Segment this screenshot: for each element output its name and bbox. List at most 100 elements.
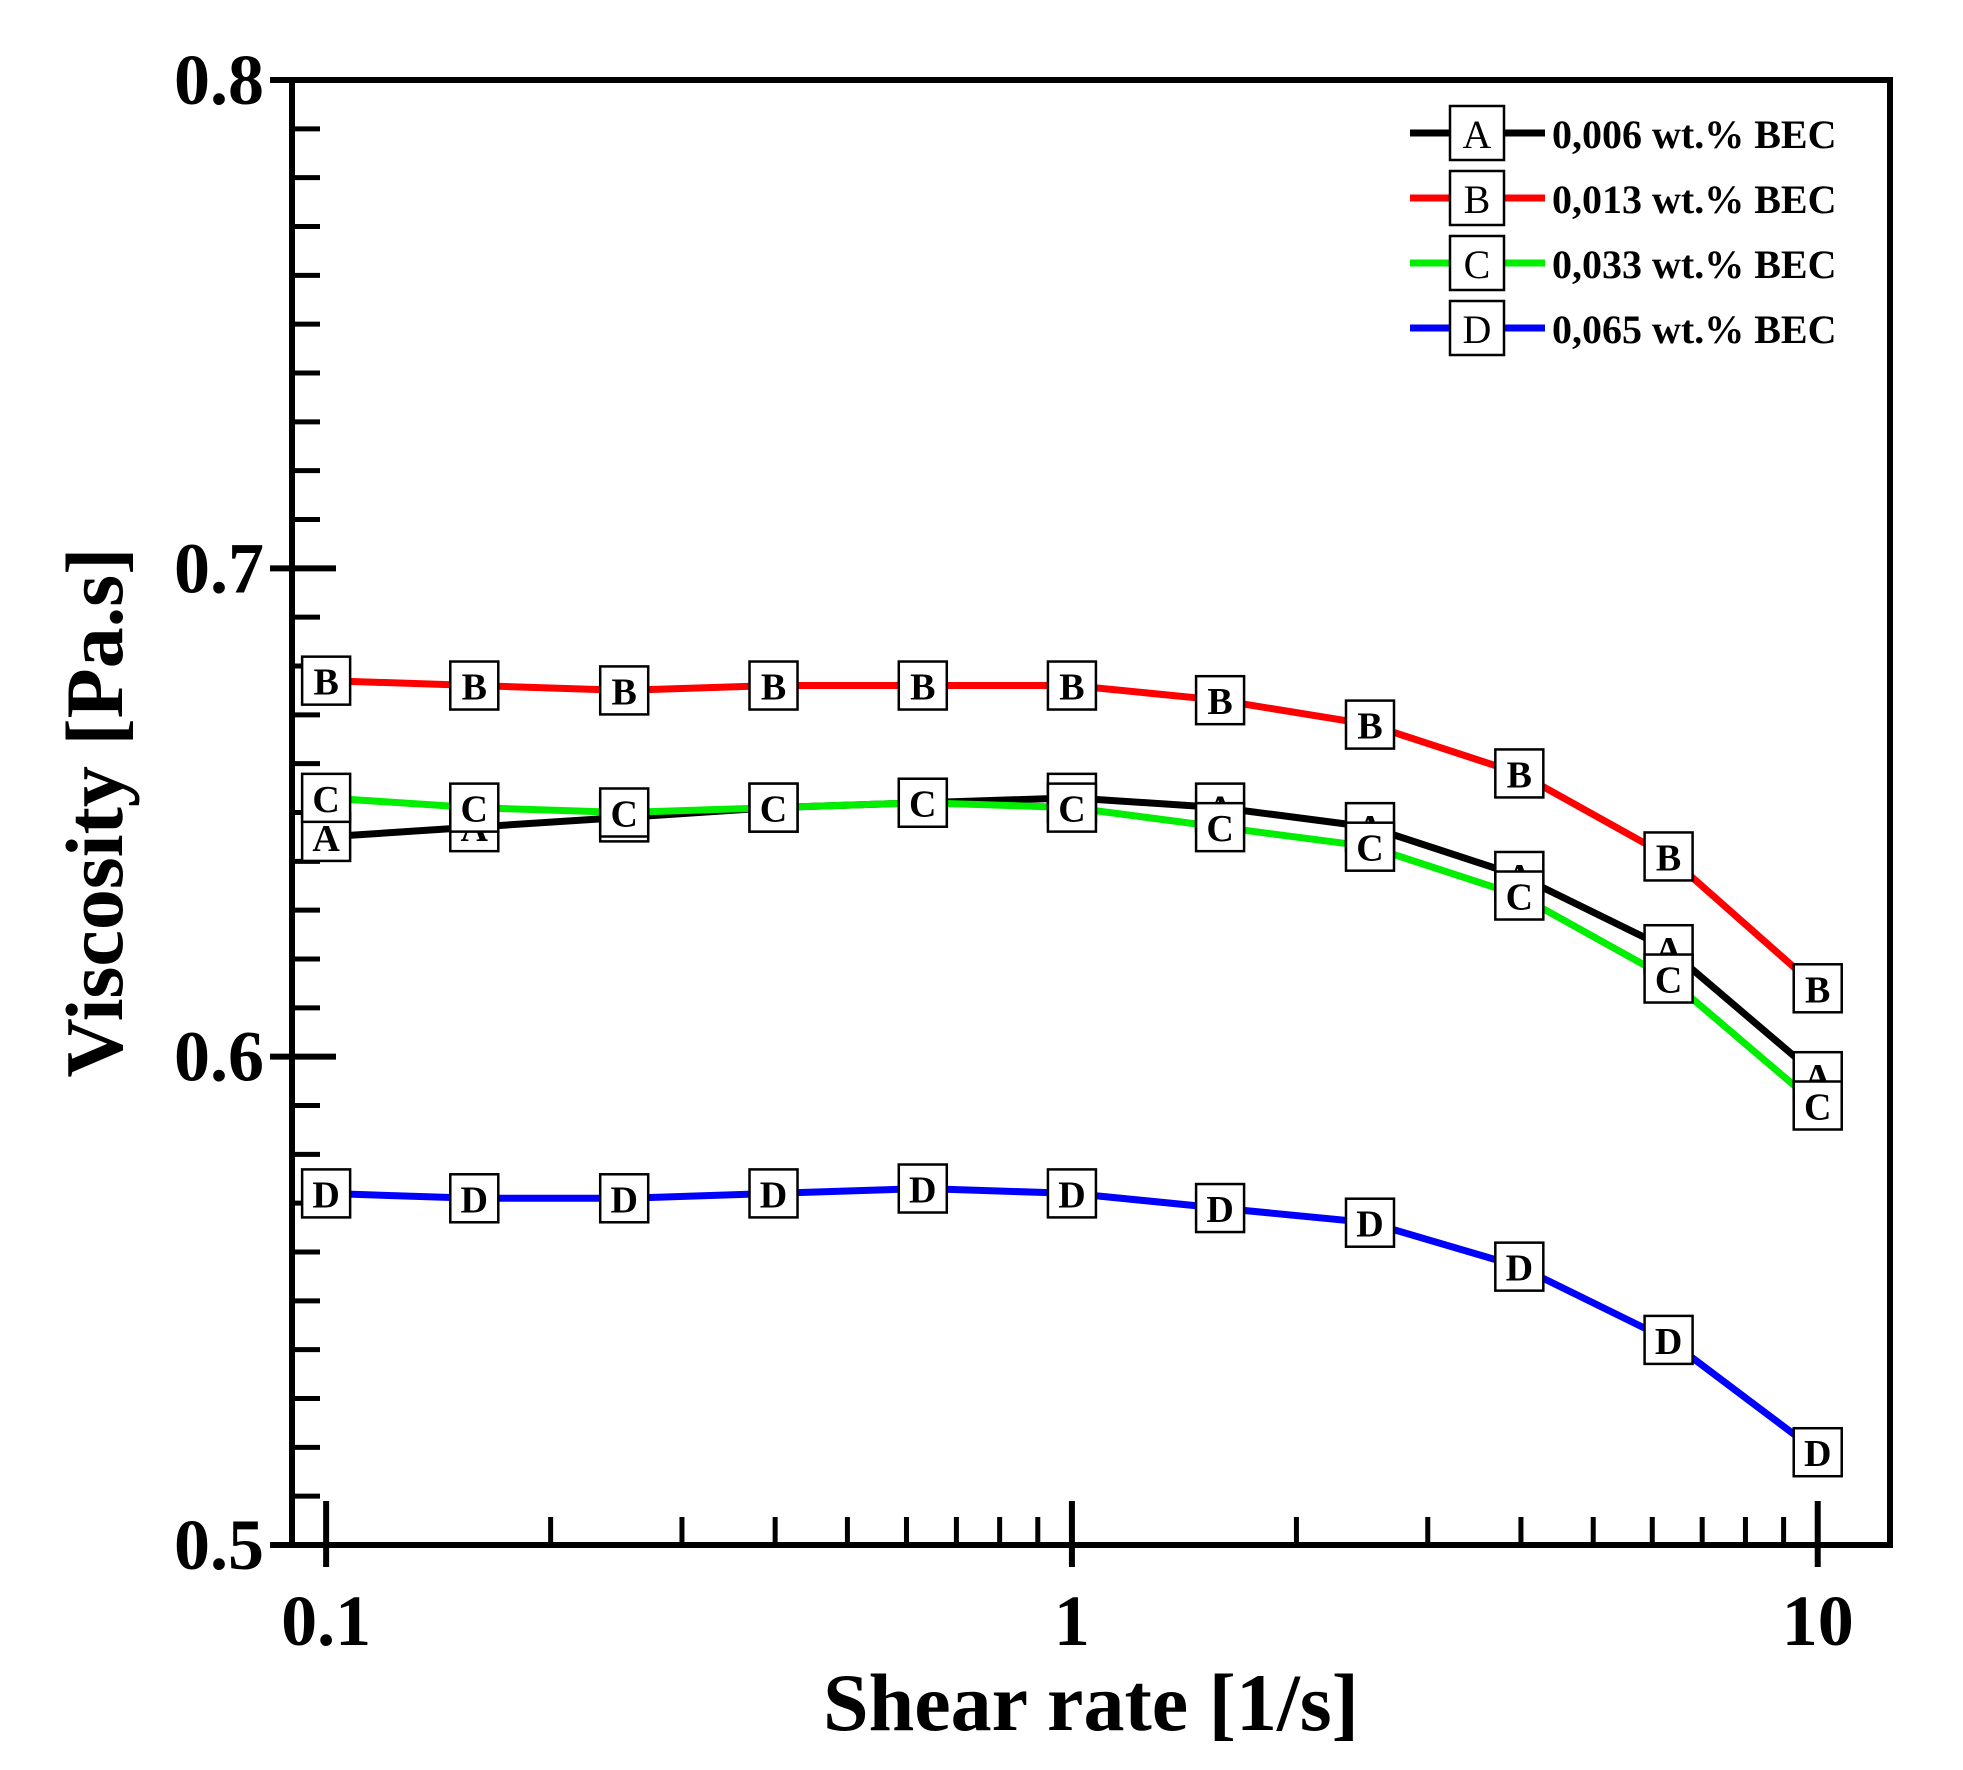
marker-letter: C	[760, 789, 787, 831]
marker-letter: D	[1058, 1174, 1085, 1216]
marker-box	[449, 660, 500, 711]
legend-entry-a: A 0,006 wt.% BEC	[1410, 104, 1836, 162]
x-axis-title: Shear rate [1/s]	[823, 1657, 1359, 1748]
marker-letter: B	[313, 662, 338, 704]
data-point-b: B	[1643, 831, 1694, 882]
data-point-c: C	[748, 782, 799, 833]
data-point-c: C	[897, 777, 949, 828]
marker-letter: B	[910, 667, 935, 709]
marker-letter: C	[1655, 960, 1682, 1002]
marker-box	[1643, 831, 1694, 882]
marker-letter: D	[610, 1179, 637, 1221]
marker-box	[598, 1173, 650, 1224]
marker-letter: C	[461, 789, 488, 831]
data-point-d: D	[598, 1173, 650, 1224]
marker-box	[598, 665, 650, 716]
data-point-b: B	[449, 660, 500, 711]
marker-letter: D	[1506, 1248, 1533, 1290]
legend-entry-c: C 0,033 wt.% BEC	[1410, 234, 1836, 292]
data-point-c: C	[1643, 953, 1694, 1004]
legend-label: 0,013 wt.% BEC	[1552, 177, 1836, 222]
tick-labels: 0.5 0.6 0.7 0.8 0.1 1 10	[174, 40, 1854, 1661]
y-tick-label: 0.7	[174, 528, 264, 608]
x-tick-label: 10	[1782, 1581, 1854, 1661]
legend-marker-box	[1448, 169, 1506, 227]
marker-box	[748, 1168, 799, 1219]
y-axis-title: Viscosity [Pa.s]	[49, 548, 140, 1078]
legend-marker-letter: A	[1463, 112, 1492, 157]
marker-letter: A	[312, 818, 340, 860]
data-point-c: C	[1494, 870, 1545, 921]
marker-letter: C	[1206, 808, 1233, 850]
legend-marker-box	[1448, 299, 1506, 357]
data-point-b: B	[1046, 660, 1098, 711]
marker-box	[1046, 782, 1098, 833]
marker-letter: C	[1058, 789, 1085, 831]
marker-letter: B	[1805, 969, 1830, 1011]
marker-letter: C	[1506, 877, 1533, 919]
marker-box	[1344, 1197, 1396, 1248]
data-point-d: D	[1194, 1182, 1246, 1234]
marker-box	[1194, 674, 1246, 726]
data-point-c: C	[1792, 1080, 1843, 1131]
marker-box	[1494, 748, 1545, 799]
marker-letter: D	[760, 1174, 787, 1216]
data-point-b: B	[1494, 748, 1545, 799]
y-tick-label: 0.8	[174, 40, 264, 120]
legend-marker-letter: C	[1464, 242, 1491, 287]
data-point-d: D	[1046, 1168, 1098, 1219]
marker-box	[897, 777, 949, 828]
marker-letter: D	[461, 1179, 488, 1221]
marker-letter: D	[1356, 1204, 1383, 1246]
legend-label: 0,033 wt.% BEC	[1552, 242, 1836, 287]
data-markers: AAAAAAAAAAABBBBBBBBBBBCCCCCCCCCCCDDDDDDD…	[300, 655, 1843, 1478]
marker-letter: C	[312, 779, 339, 821]
marker-letter: B	[1357, 706, 1382, 748]
marker-letter: B	[1059, 667, 1084, 709]
legend-marker-letter: B	[1464, 177, 1491, 222]
marker-letter: D	[1206, 1189, 1233, 1231]
legend: A 0,006 wt.% BEC B 0,013 wt.% BEC C 0,033 wt.…	[1410, 104, 1836, 357]
marker-box	[1494, 1241, 1545, 1292]
data-point-c: C	[1194, 801, 1246, 853]
marker-box	[1046, 1168, 1098, 1219]
marker-box	[1792, 963, 1843, 1014]
data-point-d: D	[897, 1163, 949, 1214]
data-point-c: C	[300, 772, 352, 824]
marker-box	[897, 1163, 949, 1214]
marker-box	[449, 782, 500, 833]
marker-box	[1344, 821, 1396, 872]
marker-box	[598, 787, 650, 838]
marker-letter: C	[909, 784, 936, 826]
marker-box	[300, 772, 352, 824]
minor-ticks	[292, 126, 1787, 1545]
data-point-b: B	[1194, 674, 1246, 726]
marker-letter: C	[1804, 1087, 1831, 1129]
legend-label: 0,065 wt.% BEC	[1552, 307, 1836, 352]
legend-marker-box	[1448, 104, 1506, 162]
data-point-c: C	[598, 787, 650, 838]
data-point-d: D	[1344, 1197, 1396, 1248]
marker-box	[1792, 1080, 1843, 1131]
marker-box	[1046, 660, 1098, 711]
legend-entry-d: D 0,065 wt.% BEC	[1410, 299, 1836, 357]
marker-box	[1194, 1182, 1246, 1234]
data-point-b: B	[1344, 699, 1396, 750]
plot-frame	[289, 77, 1893, 1548]
legend-marker-letter: D	[1463, 307, 1492, 352]
marker-box	[748, 782, 799, 833]
data-point-d: D	[300, 1168, 352, 1219]
marker-letter: B	[462, 667, 487, 709]
marker-box	[449, 1173, 500, 1224]
marker-letter: D	[312, 1174, 339, 1216]
marker-letter: C	[610, 794, 637, 836]
legend-entry-b: B 0,013 wt.% BEC	[1410, 169, 1836, 227]
marker-box	[1643, 1314, 1694, 1366]
marker-box	[1344, 699, 1396, 750]
marker-letter: C	[1356, 828, 1383, 870]
data-point-b: B	[1792, 963, 1843, 1014]
marker-box	[897, 660, 949, 711]
data-point-b: B	[598, 665, 650, 716]
